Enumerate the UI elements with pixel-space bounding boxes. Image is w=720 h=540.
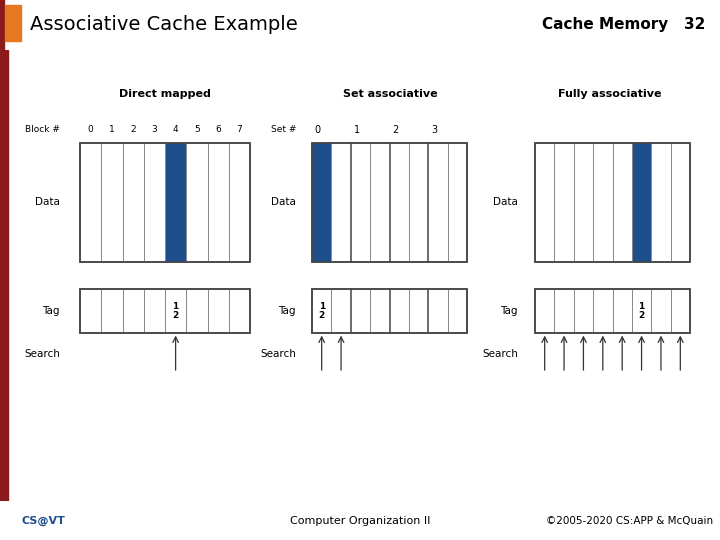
Text: Data: Data <box>35 197 60 207</box>
Text: Tag: Tag <box>500 306 518 316</box>
Text: Data: Data <box>271 197 296 207</box>
Text: Search: Search <box>260 349 296 360</box>
Text: CS@VT: CS@VT <box>22 515 66 526</box>
Bar <box>312 143 331 262</box>
Text: 1: 1 <box>354 125 359 134</box>
Bar <box>80 143 250 262</box>
Text: 7: 7 <box>236 125 242 134</box>
Text: Computer Organization II: Computer Organization II <box>290 516 430 525</box>
Text: Direct mapped: Direct mapped <box>119 89 211 99</box>
Text: 0: 0 <box>88 125 94 134</box>
Text: 2: 2 <box>130 125 136 134</box>
Bar <box>312 289 467 333</box>
Text: ©2005-2020 CS:APP & McQuain: ©2005-2020 CS:APP & McQuain <box>546 516 713 525</box>
Text: 1
2: 1 2 <box>318 302 325 320</box>
Text: Associative Cache Example: Associative Cache Example <box>30 15 298 33</box>
Text: Set associative: Set associative <box>343 89 437 99</box>
Bar <box>312 143 467 262</box>
Text: 3: 3 <box>431 125 437 134</box>
Text: Search: Search <box>482 349 518 360</box>
Text: Search: Search <box>24 349 60 360</box>
Text: 5: 5 <box>194 125 199 134</box>
Text: 6: 6 <box>215 125 221 134</box>
Text: 2: 2 <box>392 125 398 134</box>
Text: Cache Memory   32: Cache Memory 32 <box>542 17 706 32</box>
Bar <box>535 143 690 262</box>
Bar <box>312 289 467 333</box>
Text: Fully associative: Fully associative <box>558 89 662 99</box>
Text: Set #: Set # <box>271 125 296 134</box>
Text: 1: 1 <box>109 125 114 134</box>
Text: Tag: Tag <box>42 306 60 316</box>
Text: Data: Data <box>493 197 518 207</box>
Bar <box>535 143 690 262</box>
Text: Tag: Tag <box>279 306 296 316</box>
Text: 1
2: 1 2 <box>173 302 179 320</box>
Text: 1
2: 1 2 <box>639 302 644 320</box>
Bar <box>80 289 250 333</box>
Bar <box>165 143 186 262</box>
Text: Block #: Block # <box>25 125 60 134</box>
Text: 4: 4 <box>173 125 179 134</box>
Bar <box>535 289 690 333</box>
Bar <box>535 289 690 333</box>
Bar <box>0 50 8 501</box>
Bar <box>0 0 4 50</box>
Bar <box>80 289 250 333</box>
Bar <box>5 5 21 41</box>
Bar <box>80 143 250 262</box>
Text: 0: 0 <box>315 125 321 134</box>
Bar <box>312 143 467 262</box>
Bar <box>632 143 652 262</box>
Text: 3: 3 <box>151 125 157 134</box>
